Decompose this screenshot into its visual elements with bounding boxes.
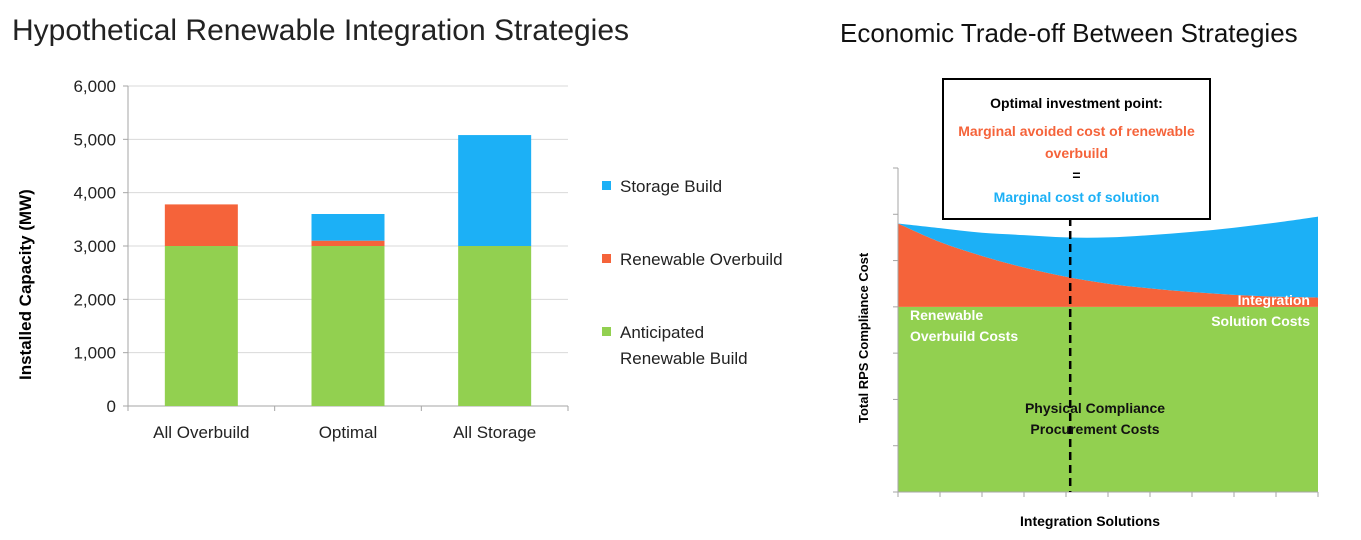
right-x-axis-label: Integration Solutions <box>1020 513 1160 529</box>
right-chart-title: Economic Trade-off Between Strategies <box>840 18 1298 48</box>
bar-storage-build <box>311 214 385 241</box>
right-chart-panel: Economic Trade-off Between Strategies To… <box>820 0 1361 540</box>
y-tick-label: 3,000 <box>73 237 116 256</box>
bar-anticipated-renewable-build <box>458 246 532 406</box>
legend-label-anticipated: Anticipated Renewable Build <box>620 323 748 368</box>
legend-label-overbuild: Renewable Overbuild <box>620 250 783 269</box>
overbuild-costs-label: Renewable Overbuild Costs <box>910 307 1019 344</box>
x-tick-label: Optimal <box>319 423 378 442</box>
callout-title: Optimal investment point: <box>990 95 1163 111</box>
bar-anticipated-renewable-build <box>164 246 238 406</box>
y-tick-label: 4,000 <box>73 184 116 203</box>
y-tick-label: 1,000 <box>73 344 116 363</box>
area-integration-solution <box>898 216 1318 298</box>
y-tick-label: 5,000 <box>73 130 116 149</box>
x-tick-label: All Overbuild <box>153 423 249 442</box>
y-tick-label: 6,000 <box>73 77 116 96</box>
bar-renewable-overbuild <box>164 204 238 246</box>
optimal-investment-callout: Optimal investment point: Marginal avoid… <box>942 78 1211 220</box>
right-area-chart <box>893 167 1319 497</box>
physical-costs-label: Physical Compliance Procurement Costs <box>1024 400 1166 437</box>
left-bar-chart: 0 1,000 2,000 3,000 4,000 5,000 6,000 All Overb… <box>73 77 569 442</box>
legend-swatch-overbuild <box>602 254 611 263</box>
right-y-axis-label: Total RPS Compliance Cost <box>856 252 871 423</box>
area-physical-procurement <box>898 306 1318 492</box>
y-tick-label: 0 <box>107 397 116 416</box>
integration-costs-label: Integration Solution Costs <box>1211 292 1310 329</box>
left-chart-title: Hypothetical Renewable Integration Strat… <box>12 14 630 47</box>
legend-swatch-anticipated <box>602 327 611 336</box>
callout-avoided-cost: Marginal avoided cost of renewable overb… <box>958 123 1195 161</box>
area-renewable-overbuild <box>898 223 1318 307</box>
bar-renewable-overbuild <box>311 240 385 246</box>
callout-equals: = <box>1072 167 1081 183</box>
left-chart-panel: Hypothetical Renewable Integration Strat… <box>12 14 783 442</box>
legend-swatch-storage <box>602 181 611 190</box>
x-tick-label: All Storage <box>453 423 536 442</box>
bar-storage-build <box>458 135 532 246</box>
bar-anticipated-renewable-build <box>311 246 385 406</box>
callout-solution-cost: Marginal cost of solution <box>993 189 1160 205</box>
legend-label-storage: Storage Build <box>620 177 723 196</box>
y-tick-label: 2,000 <box>73 290 116 309</box>
